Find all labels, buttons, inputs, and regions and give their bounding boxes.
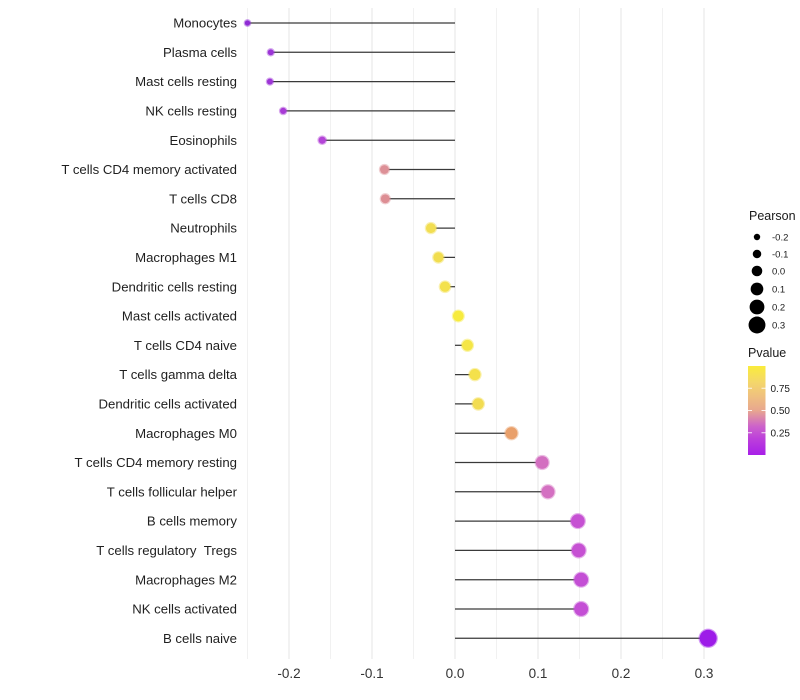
color-legend-tick-label: 0.50 xyxy=(771,406,791,417)
color-legend-title: Pvalue xyxy=(748,346,786,360)
y-axis-label: Mast cells resting xyxy=(135,74,237,89)
size-legend-label: -0.1 xyxy=(772,249,788,260)
lollipop-dot xyxy=(468,367,482,382)
y-axis-label: T cells gamma delta xyxy=(119,367,237,382)
y-axis-label: Neutrophils xyxy=(170,221,237,236)
x-tick-label: -0.2 xyxy=(277,666,300,681)
y-axis-label: T cells regulatory Tregs xyxy=(96,543,237,558)
color-legend-tick-label: 0.75 xyxy=(771,384,791,395)
size-legend-dot xyxy=(752,249,762,259)
y-axis-label: NK cells activated xyxy=(132,602,237,617)
pvalue-colorbar xyxy=(748,366,766,455)
y-axis-label: Mast cells activated xyxy=(122,309,237,324)
lollipop-dot xyxy=(438,280,452,294)
y-axis-label: Macrophages M1 xyxy=(135,250,237,265)
size-legend-dot xyxy=(751,265,763,277)
size-legend-dot xyxy=(749,299,765,315)
lollipop-dot xyxy=(451,309,465,323)
lollipop-dot xyxy=(569,513,586,530)
y-axis-label: T cells CD4 memory activated xyxy=(61,162,237,177)
y-axis-label: T cells CD4 naive xyxy=(134,338,237,353)
x-tick-label: 0.0 xyxy=(446,666,465,681)
lollipop-dot xyxy=(243,19,252,27)
y-axis-label: T cells CD8 xyxy=(169,191,237,206)
x-tick-label: 0.2 xyxy=(612,666,631,681)
y-axis-label: Eosinophils xyxy=(170,133,238,148)
y-axis-label: T cells CD4 memory resting xyxy=(75,455,237,470)
lollipop-dot xyxy=(573,571,590,588)
lollipop-dot xyxy=(573,600,590,618)
lollipop-dot xyxy=(278,106,288,116)
lollipop-dot xyxy=(266,48,275,57)
y-axis-label: Monocytes xyxy=(173,16,237,31)
lollipop-dot xyxy=(540,484,556,500)
lollipop-dot xyxy=(317,135,328,146)
lollipop-dot xyxy=(460,338,475,352)
lollipop-dot xyxy=(570,542,587,559)
y-axis-label: Macrophages M2 xyxy=(135,572,237,587)
size-legend-title: Pearson xyxy=(749,209,796,223)
y-axis-label: Macrophages M0 xyxy=(135,426,237,441)
y-axis-label: B cells naive xyxy=(163,631,237,646)
y-axis-label: B cells memory xyxy=(147,514,238,529)
size-legend-label: -0.2 xyxy=(772,232,788,243)
size-legend-label: 0.0 xyxy=(772,266,785,277)
lollipop-dot xyxy=(379,193,391,205)
size-legend-dot xyxy=(750,282,764,296)
y-axis-label: Dendritic cells activated xyxy=(98,397,237,412)
size-legend-label: 0.1 xyxy=(772,284,785,295)
lollipop-dot xyxy=(378,163,391,176)
lollipop-dot xyxy=(471,397,486,411)
lollipop-dot xyxy=(424,221,438,235)
x-tick-label: -0.1 xyxy=(360,666,383,681)
x-tick-label: 0.3 xyxy=(695,666,714,681)
y-axis-label: NK cells resting xyxy=(145,104,237,119)
size-legend-label: 0.2 xyxy=(772,302,785,313)
size-legend-dot xyxy=(753,233,761,241)
y-axis-label: Dendritic cells resting xyxy=(112,279,237,294)
y-axis-label: Plasma cells xyxy=(163,45,237,60)
size-legend-label: 0.3 xyxy=(772,320,785,331)
lollipop-dot xyxy=(698,628,718,649)
lollipop-dot xyxy=(504,425,519,441)
lollipop-dot xyxy=(265,77,275,86)
lollipop-dot xyxy=(432,251,445,264)
color-legend-tick-label: 0.25 xyxy=(771,428,791,439)
size-legend-dot xyxy=(748,316,766,334)
y-axis-label: T cells follicular helper xyxy=(107,484,238,499)
x-tick-label: 0.1 xyxy=(529,666,548,681)
lollipop-dot xyxy=(534,454,550,471)
